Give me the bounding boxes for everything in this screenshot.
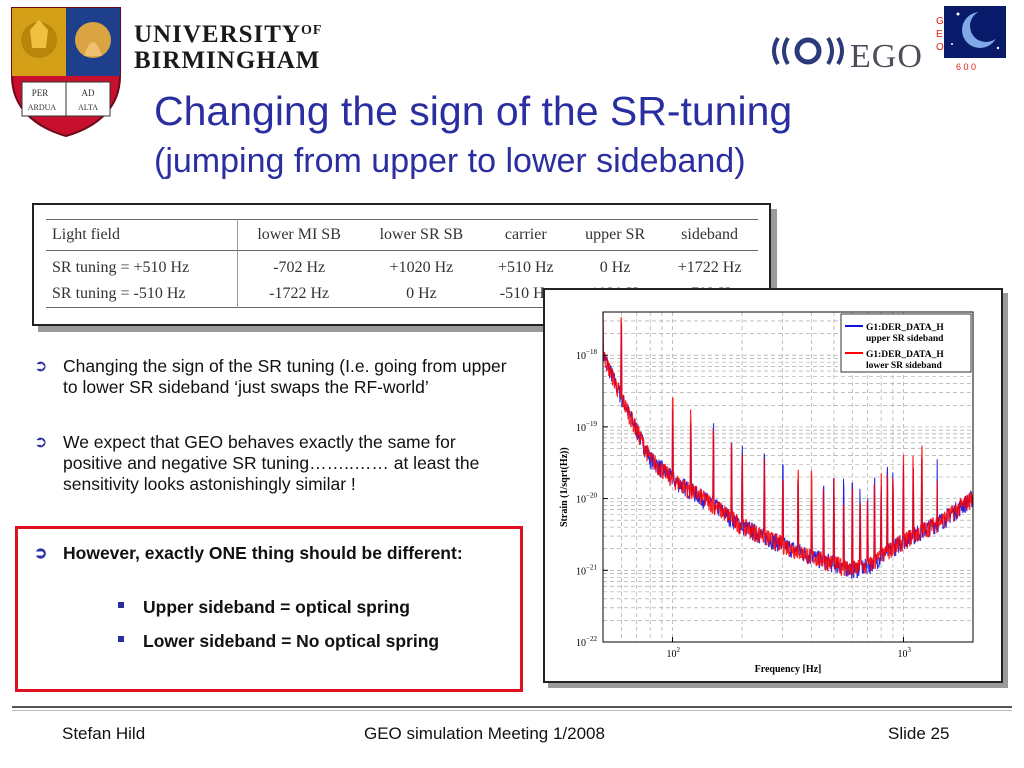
y-tick-label: 10−22 bbox=[576, 635, 597, 649]
slide-subtitle: (jumping from upper to lower sideband) bbox=[154, 142, 746, 180]
plot-series bbox=[602, 311, 974, 579]
table-header: sideband bbox=[681, 226, 739, 243]
geo-letter: G bbox=[936, 16, 944, 27]
legend-box bbox=[840, 313, 972, 373]
table-cell: -702 Hz bbox=[273, 259, 326, 276]
crest-text: AD bbox=[82, 88, 95, 98]
table-header: carrier bbox=[504, 226, 547, 243]
university-name: UNIVERSITYOF BIRMINGHAM bbox=[134, 18, 322, 74]
y-tick-label: 10−19 bbox=[576, 420, 597, 434]
square-bullet-icon bbox=[118, 636, 124, 642]
y-tick-labels: 10−18 10−19 10−20 10−21 10−22 bbox=[576, 348, 608, 649]
legend-label: G1:DER_DATA_H bbox=[866, 323, 944, 333]
highlight-text: However, exactly ONE thing should be dif… bbox=[63, 543, 463, 563]
x-tick-label: 103 bbox=[897, 646, 911, 660]
table-header: upper SR bbox=[585, 226, 646, 243]
bullet-point: ➲ We expect that GEO behaves exactly the… bbox=[34, 432, 514, 495]
highlight-box bbox=[15, 526, 523, 692]
square-bullet-icon bbox=[118, 602, 124, 608]
table-header: lower SR SB bbox=[379, 226, 464, 243]
series-line bbox=[602, 311, 974, 576]
footer-divider bbox=[12, 710, 1012, 711]
table-cell: SR tuning = +510 Hz bbox=[46, 250, 238, 281]
x-tick-label: 102 bbox=[667, 646, 681, 660]
table-header: lower MI SB bbox=[257, 226, 341, 243]
footer-meeting: GEO simulation Meeting 1/2008 bbox=[364, 724, 605, 743]
crest-text: ALTA bbox=[78, 103, 98, 112]
sensitivity-plot-frame: 10−18 10−19 10−20 10−21 10−22 102 103 Strain … bbox=[543, 288, 1003, 683]
table-cell: 0 Hz bbox=[406, 285, 437, 302]
table-cell: -510 Hz bbox=[499, 285, 552, 302]
table-cell: +1722 Hz bbox=[677, 259, 742, 276]
geo600-logo: G E O 6 0 0 bbox=[936, 6, 1006, 72]
crest-text: ARDUA bbox=[28, 103, 57, 112]
table-cell: +510 Hz bbox=[497, 259, 554, 276]
sub-bullet-text: Upper sideband = optical spring bbox=[143, 597, 410, 617]
x-axis-label: Frequency [Hz] bbox=[755, 664, 822, 675]
x-tick-labels: 102 103 bbox=[667, 637, 911, 660]
university-line1: UNIVERSITY bbox=[134, 21, 301, 48]
table-row: SR tuning = +510 Hz -702 Hz +1020 Hz +51… bbox=[46, 250, 758, 281]
sub-bullet: Upper sideband = optical spring bbox=[118, 597, 498, 618]
table-cell: 0 Hz bbox=[599, 259, 631, 276]
arrow-bullet-icon: ➲ bbox=[34, 358, 48, 375]
sub-bullet-text: Lower sideband = No optical spring bbox=[143, 631, 440, 651]
footer-slide-number: Slide 25 bbox=[888, 724, 950, 743]
legend-label: G1:DER_DATA_H bbox=[866, 350, 944, 360]
y-axis-label: Strain (1/sqrt(Hz)) bbox=[559, 447, 570, 527]
geo-letter: O bbox=[936, 42, 944, 53]
legend-label: upper SR sideband bbox=[866, 334, 944, 344]
table-cell: -1722 Hz bbox=[269, 285, 330, 302]
ego-text: EGO bbox=[850, 38, 923, 75]
university-crest-logo: PER AD ARDUA ALTA bbox=[11, 7, 121, 138]
university-line2: BIRMINGHAM bbox=[134, 47, 321, 74]
plot-axes bbox=[602, 311, 974, 643]
table-header: Light field bbox=[46, 219, 238, 251]
arrow-bullet-icon: ➲ bbox=[34, 434, 48, 451]
y-tick-label: 10−18 bbox=[576, 348, 597, 362]
legend-label: lower SR sideband bbox=[866, 361, 943, 371]
sensitivity-plot: 10−18 10−19 10−20 10−21 10−22 102 103 Strain … bbox=[559, 311, 974, 675]
table-cell: SR tuning = -510 Hz bbox=[46, 281, 238, 308]
bullet-text: Changing the sign of the SR tuning (I.e.… bbox=[63, 356, 507, 397]
footer-author: Stefan Hild bbox=[62, 724, 146, 743]
highlight-bullet: ➲ However, exactly ONE thing should be d… bbox=[34, 543, 514, 564]
university-of: OF bbox=[300, 23, 323, 38]
slide-title: Changing the sign of the SR-tuning bbox=[154, 88, 793, 134]
bullet-text: We expect that GEO behaves exactly the s… bbox=[63, 432, 480, 494]
bullet-point: ➲ Changing the sign of the SR tuning (I.… bbox=[34, 356, 514, 398]
arrow-bullet-icon: ➲ bbox=[34, 545, 48, 562]
geo-letter: E bbox=[936, 29, 943, 40]
y-tick-label: 10−21 bbox=[576, 563, 597, 577]
geo-number: 6 0 0 bbox=[956, 62, 976, 72]
crest-text: PER bbox=[32, 88, 49, 98]
sideband-table: Light field lower MI SB lower SR SB carr… bbox=[46, 219, 758, 308]
y-tick-label: 10−20 bbox=[576, 492, 597, 506]
footer-divider bbox=[12, 706, 1012, 708]
ego-wave-icon bbox=[772, 36, 844, 66]
table-header-row: Light field lower MI SB lower SR SB carr… bbox=[46, 219, 758, 251]
table-cell: +1020 Hz bbox=[389, 259, 454, 276]
sub-bullet: Lower sideband = No optical spring bbox=[118, 631, 498, 652]
